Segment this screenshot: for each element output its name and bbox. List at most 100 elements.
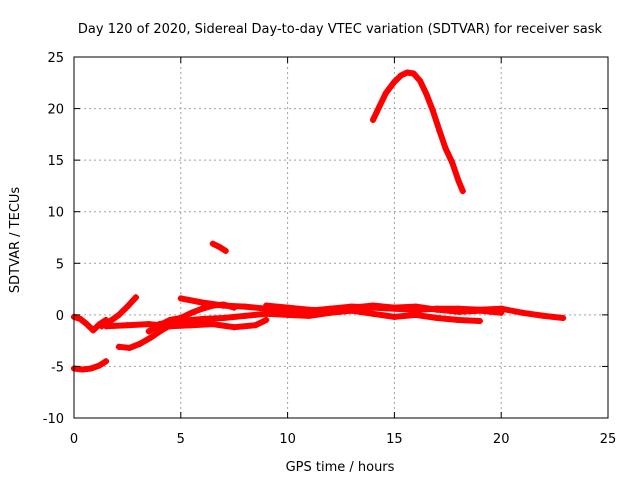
data-point <box>199 305 206 312</box>
data-point <box>305 306 312 313</box>
data-point <box>476 307 483 314</box>
data-point <box>231 304 238 311</box>
data-point <box>397 72 404 79</box>
data-point <box>459 188 466 195</box>
data-point <box>498 309 505 316</box>
data-point <box>79 366 86 373</box>
data-point <box>103 323 110 330</box>
data-point <box>241 303 248 310</box>
data-point <box>145 321 152 328</box>
series-trace <box>98 294 139 330</box>
series-dip-arc <box>103 317 270 331</box>
series-trace <box>263 302 505 316</box>
data-point <box>222 247 229 254</box>
chart-title: Day 120 of 2020, Sidereal Day-to-day VTE… <box>78 22 603 37</box>
data-point <box>376 103 383 110</box>
data-point <box>115 343 122 350</box>
data-point <box>90 327 97 334</box>
axes: 0 5 10 15 20 25 -10 -5 0 5 10 15 20 25 <box>43 51 617 447</box>
data-point <box>412 311 419 318</box>
data-point <box>220 314 227 321</box>
y-tick-label: 0 <box>56 309 64 324</box>
data-point <box>404 69 411 76</box>
data-point <box>124 322 131 329</box>
data-point <box>391 304 398 311</box>
data-point <box>145 328 152 335</box>
y-tick-label: -5 <box>51 360 64 375</box>
data-point <box>124 303 131 310</box>
data-point <box>434 306 441 313</box>
data-point <box>126 344 133 351</box>
data-point <box>284 304 291 311</box>
series-bottom-arc <box>71 358 110 373</box>
y-tick-label: 5 <box>56 257 64 272</box>
data-point <box>231 324 238 331</box>
x-tick-label: 5 <box>177 432 185 447</box>
data-point <box>305 312 312 319</box>
data-point <box>241 312 248 319</box>
y-axis-label: SDTVAR / TECUs <box>8 187 23 294</box>
data-point <box>147 334 154 341</box>
data-point <box>476 318 483 325</box>
data-point <box>442 145 449 152</box>
data-point <box>158 327 165 334</box>
data-point <box>455 317 462 324</box>
data-point <box>209 240 216 247</box>
series-rising-arc <box>98 294 139 330</box>
data-point <box>199 299 206 306</box>
data-point <box>391 78 398 85</box>
data-point <box>382 90 389 97</box>
data-point <box>263 317 270 324</box>
data-point <box>327 307 334 314</box>
data-point <box>519 309 526 316</box>
data-point <box>103 358 110 365</box>
data-point <box>410 70 417 77</box>
y-tick-label: -10 <box>43 412 64 427</box>
data-point <box>540 312 547 319</box>
data-point <box>177 295 184 302</box>
data-point <box>434 314 441 321</box>
data-point <box>115 311 122 318</box>
data-point <box>188 309 195 316</box>
data-point <box>209 321 216 328</box>
data-marks <box>71 69 567 373</box>
data-point <box>167 317 174 324</box>
data-point <box>263 310 270 317</box>
data-point <box>348 304 355 311</box>
data-point <box>156 322 163 329</box>
data-point <box>417 77 424 84</box>
data-point <box>132 294 139 301</box>
data-point <box>429 107 436 114</box>
y-tick-label: 10 <box>47 206 64 221</box>
y-tick-label: 25 <box>47 51 64 66</box>
series-trace <box>156 307 483 328</box>
series-short-arc <box>209 240 229 254</box>
data-point <box>455 308 462 315</box>
data-point <box>412 303 419 310</box>
series-arc-high <box>370 69 466 195</box>
data-point <box>370 310 377 317</box>
data-point <box>177 314 184 321</box>
data-point <box>436 127 443 134</box>
x-tick-label: 20 <box>493 432 510 447</box>
data-point <box>370 302 377 309</box>
data-point <box>199 315 206 322</box>
data-point <box>188 322 195 329</box>
x-tick-label: 0 <box>70 432 78 447</box>
x-tick-label: 15 <box>386 432 403 447</box>
x-tick-label: 10 <box>279 432 296 447</box>
data-point <box>284 311 291 318</box>
x-tick-label: 25 <box>600 432 617 447</box>
data-point <box>449 159 456 166</box>
data-point <box>455 177 462 184</box>
data-point <box>96 362 103 369</box>
y-tick-label: 20 <box>47 103 64 118</box>
grid-lines <box>74 57 608 418</box>
series-cross-arc <box>145 301 238 335</box>
plot-frame <box>73 56 609 419</box>
series-band-echo <box>263 302 505 316</box>
data-point <box>370 116 377 123</box>
data-point <box>216 243 223 250</box>
data-point <box>560 314 567 321</box>
